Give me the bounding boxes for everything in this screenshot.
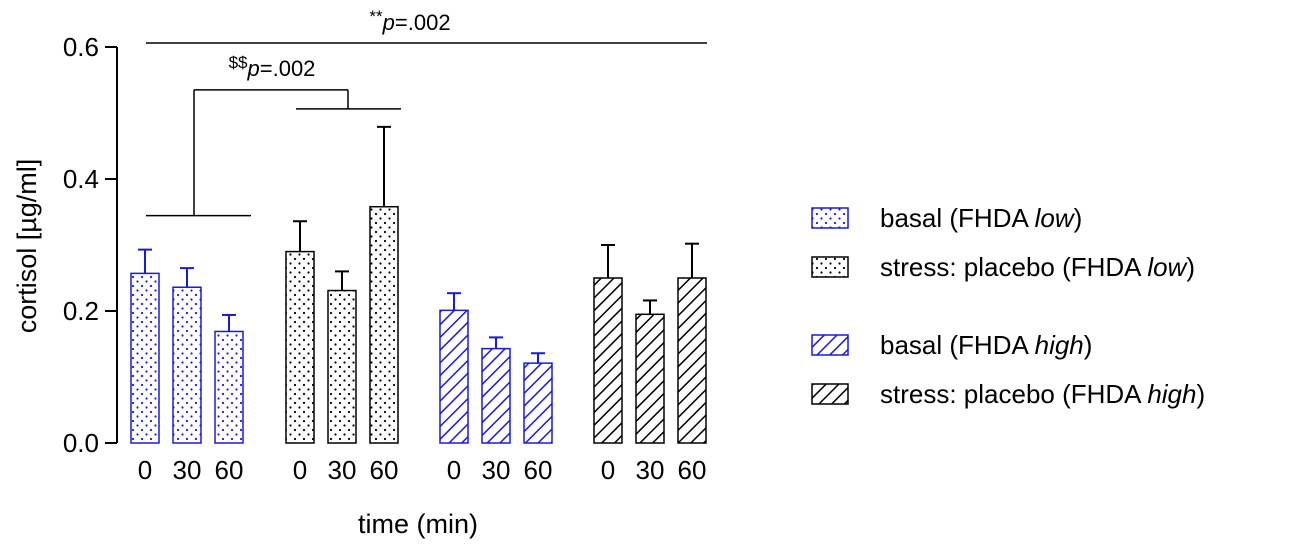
bar <box>635 313 665 444</box>
bar <box>593 277 623 444</box>
bar <box>130 272 160 444</box>
bar <box>172 286 202 444</box>
y-axis-title: cortisol [µg/ml] <box>12 159 42 334</box>
x-tick-label: 60 <box>678 455 707 485</box>
bar <box>481 347 511 444</box>
y-tick-label: 0.2 <box>63 296 99 326</box>
y-tick-label: 0.0 <box>63 428 99 458</box>
legend-swatch <box>811 207 849 229</box>
x-tick-label: 60 <box>215 455 244 485</box>
x-tick-label: 30 <box>173 455 202 485</box>
significance-label: **p=.002 <box>369 7 450 35</box>
bar <box>523 362 553 444</box>
x-tick-label: 0 <box>293 455 307 485</box>
x-tick-label: 60 <box>370 455 399 485</box>
legend-label: stress: placebo (FHDA low) <box>880 252 1195 282</box>
legend-label: basal (FHDA low) <box>880 203 1082 233</box>
bar <box>439 309 469 444</box>
legend-swatch <box>811 383 849 405</box>
bar <box>369 205 399 444</box>
legend-swatch <box>811 256 849 278</box>
y-tick-label: 0.6 <box>63 32 99 62</box>
legend-label: stress: placebo (FHDA high) <box>880 379 1205 409</box>
legend-label: basal (FHDA high) <box>880 330 1092 360</box>
legend-swatch <box>811 334 849 356</box>
plot-area: 0.0 0.2 0.4 0.6 0 30 60 0 30 60 0 30 60 0 30 60 **p=.002… <box>63 7 707 485</box>
significance-label: $$p=.002 <box>229 53 316 81</box>
y-tick-label: 0.4 <box>63 164 99 194</box>
x-tick-label: 30 <box>482 455 511 485</box>
x-tick-label: 0 <box>138 455 152 485</box>
x-tick-label: 30 <box>636 455 665 485</box>
bar <box>285 250 315 444</box>
x-axis-title: time (min) <box>358 509 478 539</box>
x-tick-label: 0 <box>447 455 461 485</box>
x-tick-label: 0 <box>601 455 615 485</box>
bar <box>214 330 244 444</box>
legend: basal (FHDA low) stress: placebo (FHDA lo… <box>811 203 1205 409</box>
x-tick-label: 30 <box>328 455 357 485</box>
x-tick-label: 60 <box>524 455 553 485</box>
bar <box>327 289 357 444</box>
bar <box>677 277 707 444</box>
